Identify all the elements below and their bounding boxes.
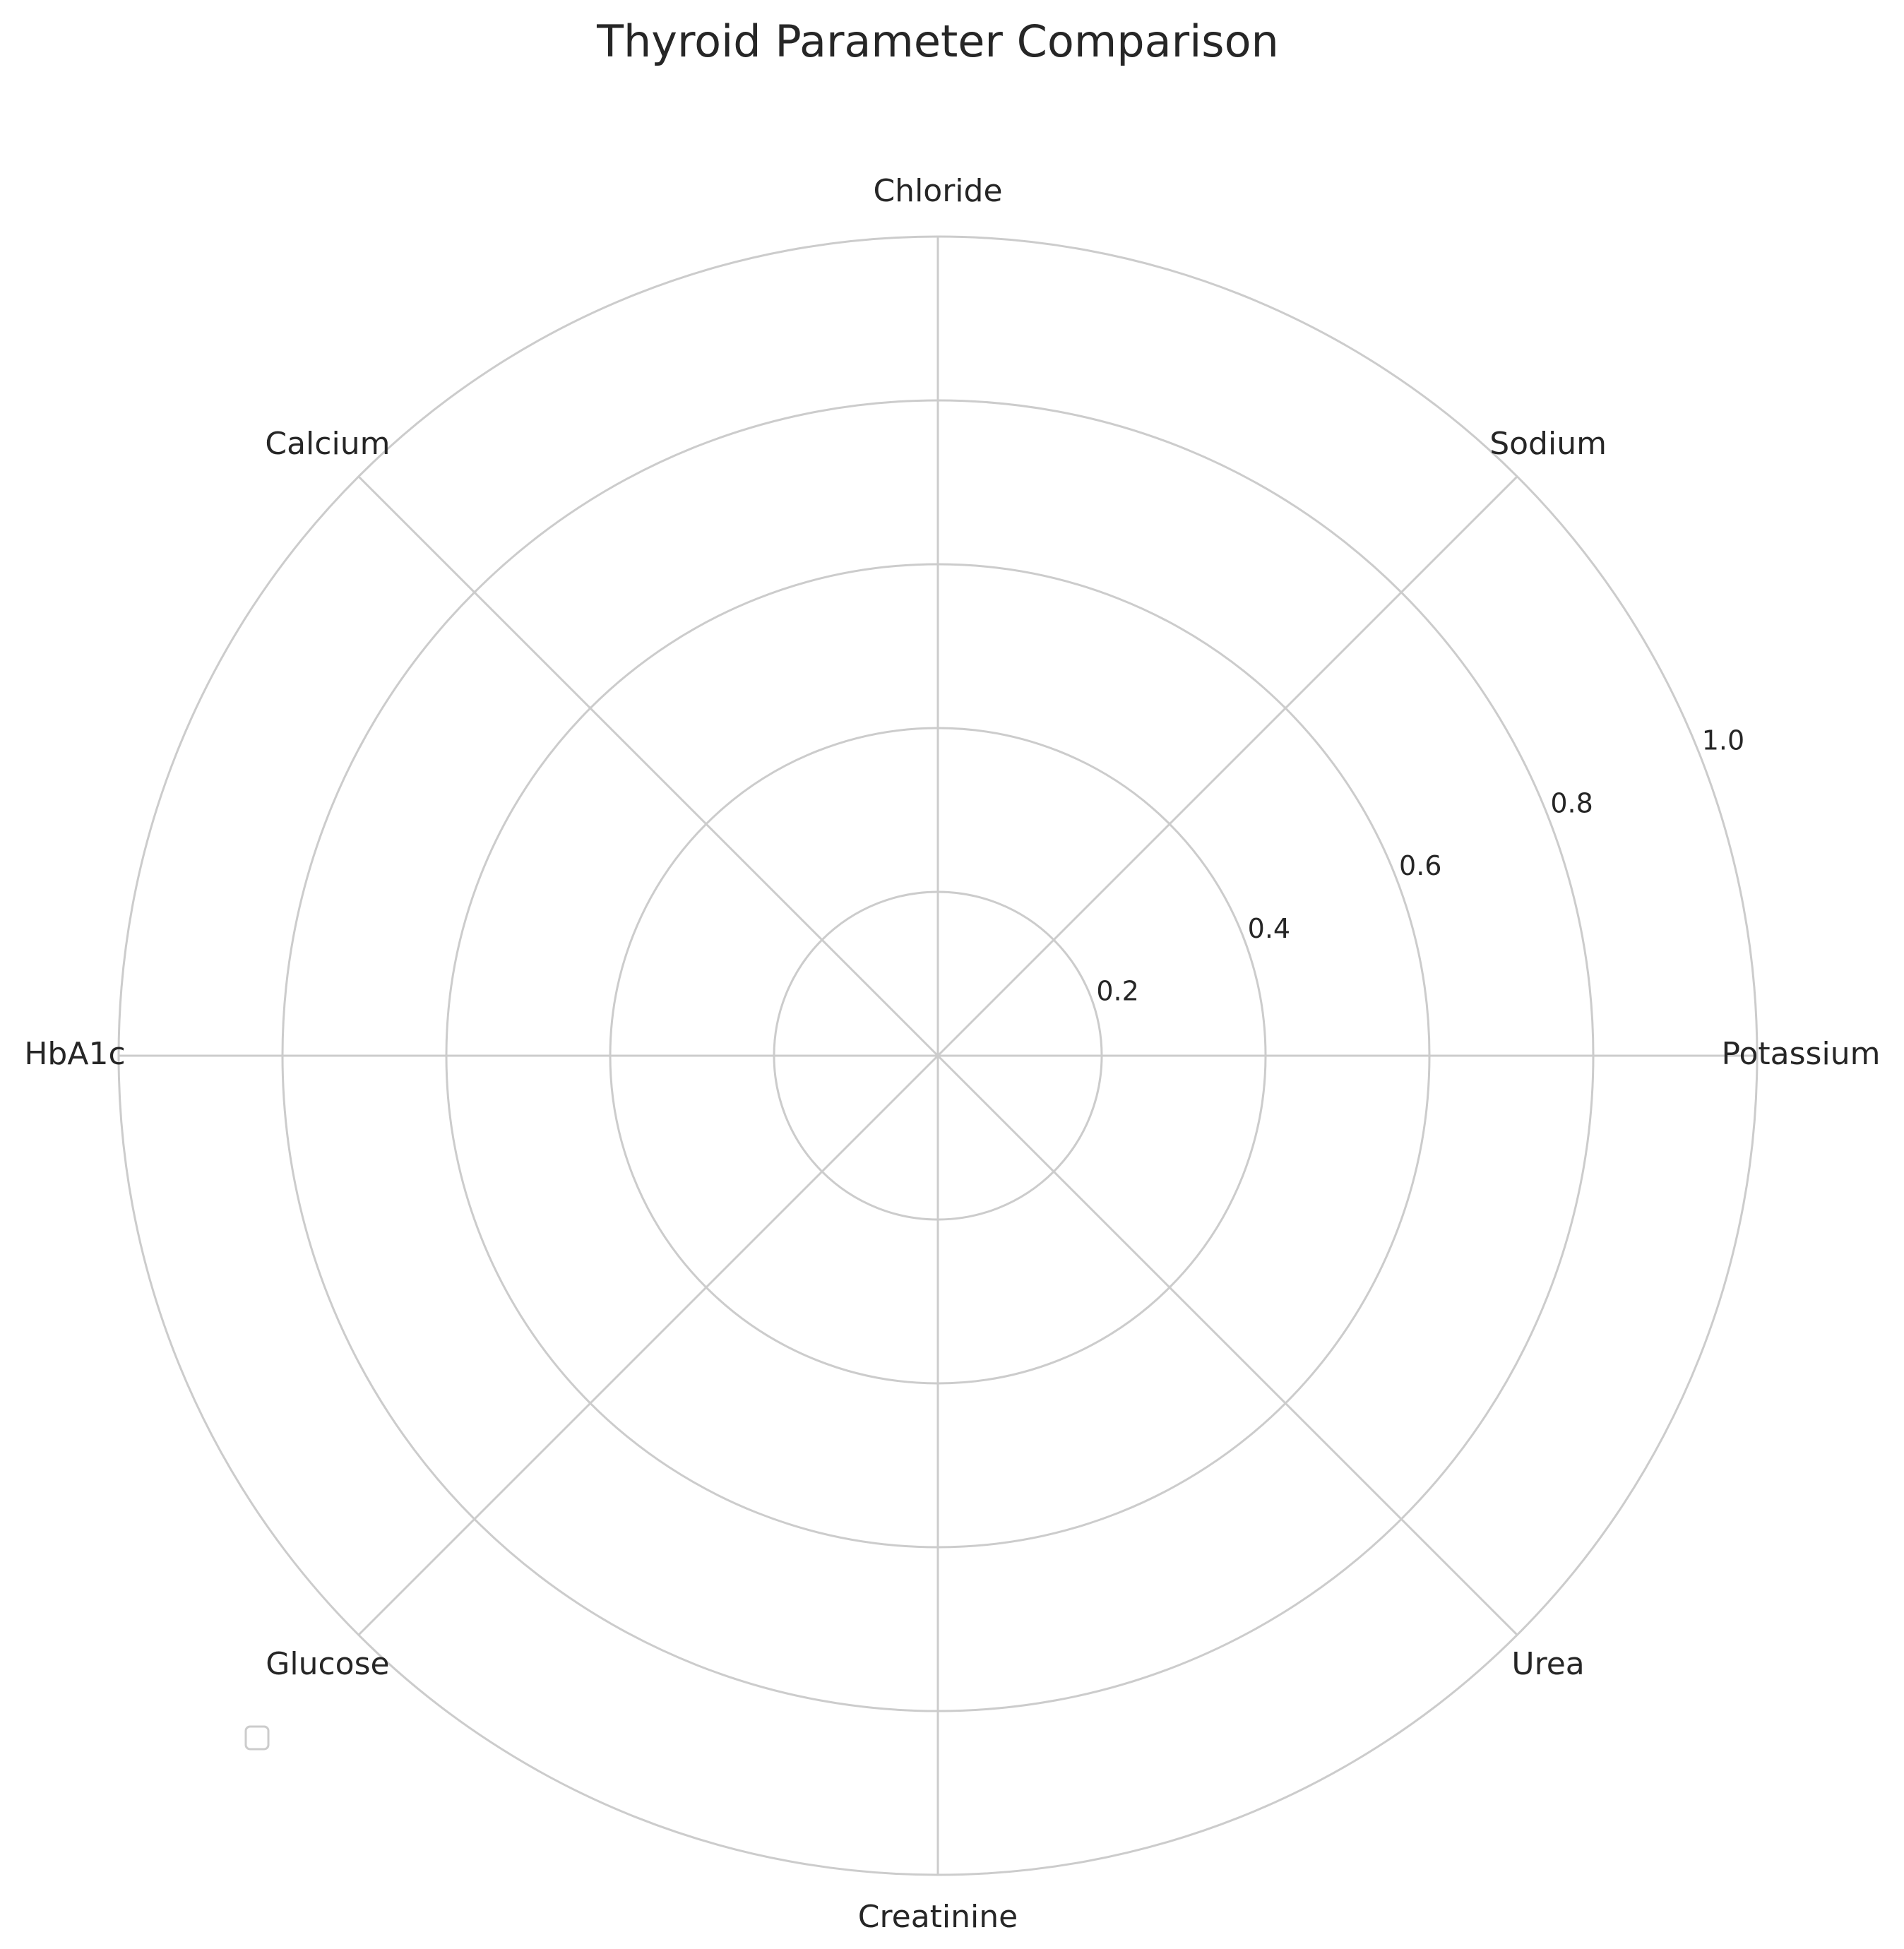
grid-spoke-2 [936,475,1518,1057]
category-label: Urea [1511,1646,1584,1682]
category-label: Chloride [873,173,1002,209]
legend [244,1725,270,1751]
grid-spoke-8 [936,1054,1518,1636]
radial-tick-label: 0.2 [1096,976,1138,1007]
category-label: Potassium [1722,1036,1881,1072]
grid-spoke-4 [357,475,939,1057]
category-label: Glucose [266,1646,389,1682]
radial-tick-label: 0.8 [1550,787,1593,818]
radial-tick-labels: 0.2 0.4 0.6 0.8 1.0 [1096,725,1744,1007]
category-label: HbA1c [24,1036,125,1072]
radial-tick-label: 0.4 [1248,913,1290,944]
category-label: Sodium [1489,426,1607,462]
category-label: Calcium [265,426,390,462]
radial-tick-label: 0.6 [1399,850,1441,881]
legend-box [244,1725,270,1751]
category-label: Creatinine [858,1899,1018,1935]
category-labels: Potassium Sodium Chloride Calcium HbA1c Gluco… [24,173,1880,1935]
radial-tick-label: 1.0 [1702,725,1744,756]
chart-title: Thyroid Parameter Comparison [596,16,1279,67]
grid-spokes [119,237,1757,1875]
grid-spoke-6 [357,1054,939,1636]
